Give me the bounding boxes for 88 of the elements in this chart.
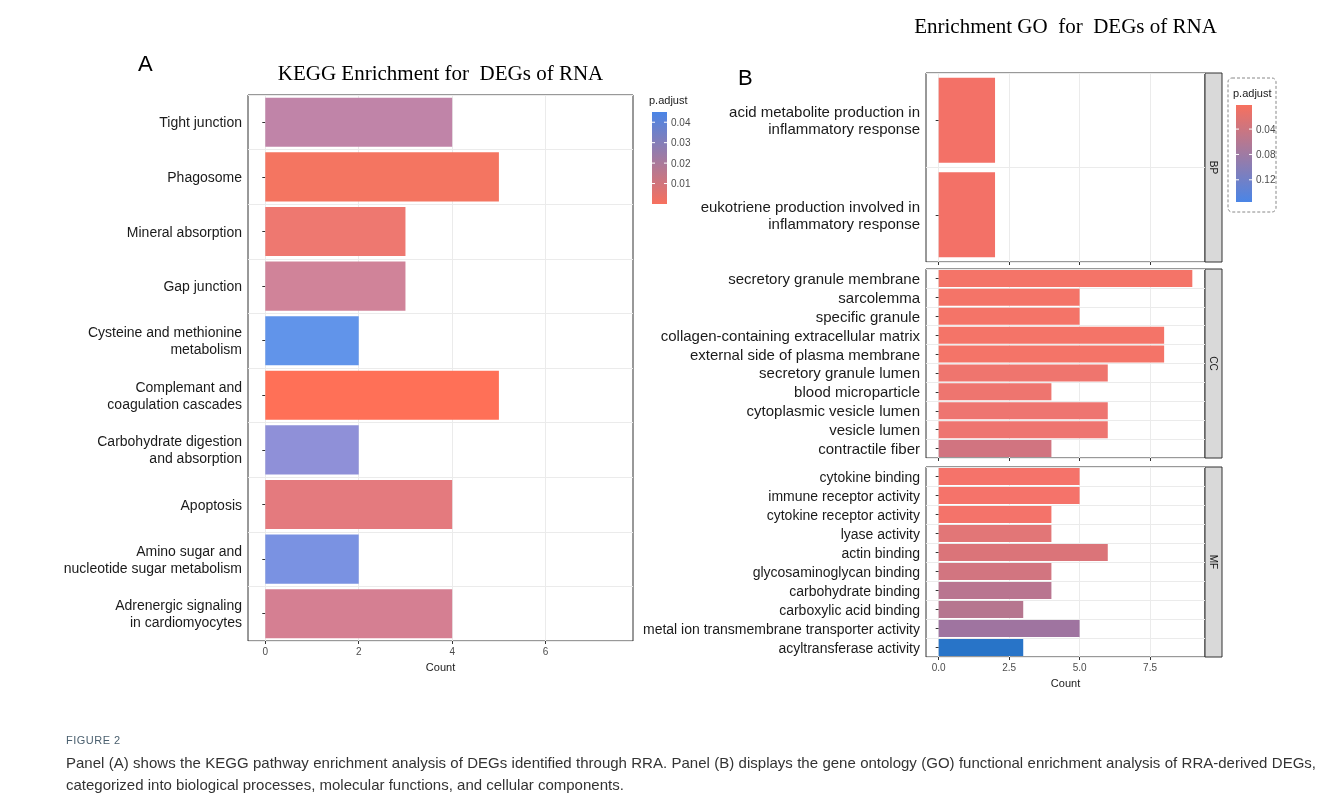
color-bar-label: 0.02 xyxy=(671,157,691,169)
color-bar-label: 0.08 xyxy=(1256,148,1276,160)
y-tick-label: glycosaminoglycan binding xyxy=(752,563,920,580)
x-tick-label: 4 xyxy=(449,645,456,657)
caption: FIGURE 2 xyxy=(66,734,122,746)
bar xyxy=(938,600,1024,619)
color-bar-label: 0.03 xyxy=(671,137,691,149)
bar xyxy=(938,619,1080,638)
bar xyxy=(265,316,359,366)
bar xyxy=(938,543,1108,562)
y-tick-label: sarcolemma xyxy=(838,288,921,306)
y-tick-label: Cysteine and methionine metabolism xyxy=(87,324,243,358)
bar xyxy=(938,421,1108,439)
y-tick-label: Carbohydrate digestion and absorption xyxy=(97,433,242,467)
bar xyxy=(265,370,499,420)
y-tick-label: collagen-containing extracellular matrix xyxy=(660,326,921,344)
x-tick-label: 0.0 xyxy=(931,661,947,673)
y-tick-label: vesicle lumen xyxy=(829,421,920,439)
x-axis-title: Count xyxy=(425,660,456,673)
y-tick-label: Mineral absorption xyxy=(126,223,242,240)
y2-axis-title: CC xyxy=(1208,356,1219,371)
y-tick-label: acid metabolite production in inflammatory response xyxy=(729,103,920,138)
y-tick-label: cytoplasmic vesicle lumen xyxy=(746,402,920,420)
y-tick-label: Gap junction xyxy=(163,278,242,295)
bar xyxy=(938,307,1080,325)
bar xyxy=(265,534,359,584)
y-tick-label: Tight junction xyxy=(159,114,242,131)
y-tick-label: cytokine binding xyxy=(819,468,920,485)
bar xyxy=(938,638,1024,657)
bar xyxy=(938,486,1080,505)
bar xyxy=(265,206,406,257)
x-tick-label: 5.0 xyxy=(1072,661,1087,673)
text: B xyxy=(738,64,753,90)
bar xyxy=(265,425,359,475)
y-tick-label: Adrenergic signaling in cardiomyocytes xyxy=(115,597,242,631)
y-tick-label: carboxylic acid binding xyxy=(779,601,920,618)
color-bar-label: 0.04 xyxy=(1256,123,1276,135)
color-bar-label: 0.12 xyxy=(1256,174,1276,186)
y-tick-label: acyltransferase activity xyxy=(778,639,920,656)
bar xyxy=(938,581,1052,600)
text: Panel (A) shows the KEGG pathway enrichment analysis of DEGs identified through RRA. Panel (B) displays the gene ontology (GO) functional enrichment analysis of RRA-derived DEGs, categorized into biological processes, molecular functions, and cellular components. xyxy=(66,753,1316,795)
color-bar-title: p.adjust xyxy=(1233,86,1272,99)
y-tick-label: actin binding xyxy=(841,544,920,561)
chart-title: Enrichment GO for DEGs of RNA xyxy=(914,13,1218,38)
y-tick-label: Amino sugar and nucleotide sugar metabolism xyxy=(63,542,242,576)
x-tick-label: 2 xyxy=(355,645,362,657)
bar xyxy=(938,383,1052,401)
y-tick-label: blood microparticle xyxy=(794,383,920,401)
bar xyxy=(938,288,1080,306)
y-tick-label: secretory granule membrane xyxy=(728,269,920,287)
y-tick-label: immune receptor activity xyxy=(768,487,920,504)
y-tick-label: eukotriene production involved in inflammatory response xyxy=(700,197,920,232)
y-tick-label: secretory granule lumen xyxy=(759,364,920,382)
bar xyxy=(938,467,1080,486)
bar xyxy=(938,440,1052,458)
bar xyxy=(265,152,499,202)
y-tick-label: specific granule xyxy=(815,307,920,325)
y-tick-label: lyase activity xyxy=(840,525,920,542)
bar xyxy=(938,562,1052,581)
y-tick-label: Apoptosis xyxy=(180,496,242,513)
x-axis-title: Count xyxy=(1050,676,1081,689)
y-tick-label: metal ion transmembrane transporter activity xyxy=(643,620,920,637)
bar xyxy=(938,326,1165,344)
y-tick-label: Phagosome xyxy=(167,168,243,185)
y-tick-label: external side of plasma membrane xyxy=(689,345,920,363)
color-bar-label: 0.04 xyxy=(671,116,691,128)
bar xyxy=(938,505,1052,524)
chart-title: KEGG Enrichment for DEGs of RNA xyxy=(277,60,605,85)
bar xyxy=(938,402,1108,420)
x-tick-label: 2.5 xyxy=(1002,661,1017,673)
y-tick-label: contractile fiber xyxy=(818,440,920,458)
bar xyxy=(265,589,453,639)
y2-axis-title: BP xyxy=(1208,160,1219,175)
x-tick-label: 6 xyxy=(542,645,549,657)
bar xyxy=(938,269,1193,287)
y2-axis-title: MF xyxy=(1208,554,1219,570)
bar xyxy=(265,261,406,311)
bar xyxy=(938,524,1052,543)
y-tick-label: cytokine receptor activity xyxy=(766,506,920,523)
bar xyxy=(265,97,453,147)
x-tick-label: 0 xyxy=(262,645,269,657)
color-bar-title: p.adjust xyxy=(649,93,688,106)
color-bar-label: 0.01 xyxy=(671,178,691,190)
y-tick-label: Complemant and coagulation cascades xyxy=(107,378,242,412)
text: A xyxy=(138,50,153,76)
bar xyxy=(265,479,453,530)
y-tick-label: carbohydrate binding xyxy=(789,582,920,599)
x-tick-label: 7.5 xyxy=(1143,661,1158,673)
